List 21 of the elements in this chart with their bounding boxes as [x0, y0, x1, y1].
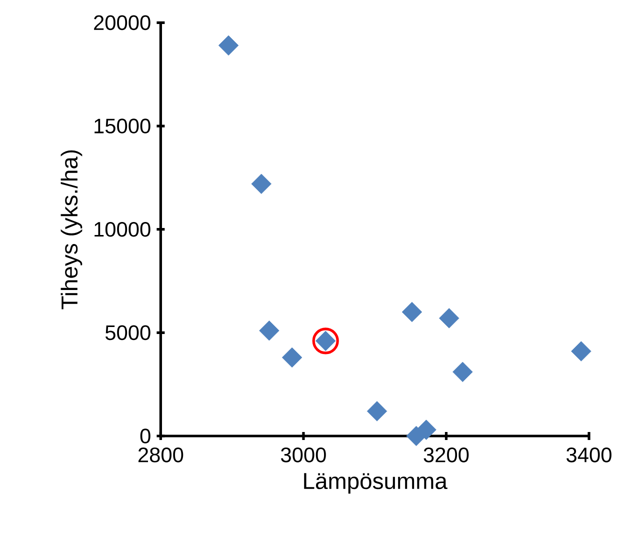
y-tick-label: 10000: [94, 222, 150, 237]
point: [452, 362, 473, 382]
point: [438, 308, 460, 328]
y-tick-label: 0: [140, 428, 150, 444]
y-tick-label: 20000: [94, 15, 150, 30]
x-tick-label: 3200: [424, 448, 469, 462]
y-tick-label: 5000: [105, 325, 150, 340]
x-axis-title: Lämpösumma: [304, 473, 448, 494]
x-tick-label: 2800: [138, 448, 184, 462]
point: [218, 35, 239, 56]
point: [259, 320, 280, 341]
x-tick-label: 3400: [566, 448, 612, 462]
point: [366, 401, 388, 422]
point: [571, 341, 592, 362]
y-tick-label: 15000: [94, 118, 150, 134]
y-axis-title: Tiheys (yks./ha): [60, 150, 82, 310]
point: [251, 174, 272, 194]
x-tick-label: 3000: [280, 448, 326, 462]
point: [416, 420, 436, 440]
point: [282, 347, 302, 368]
point: [402, 302, 422, 322]
